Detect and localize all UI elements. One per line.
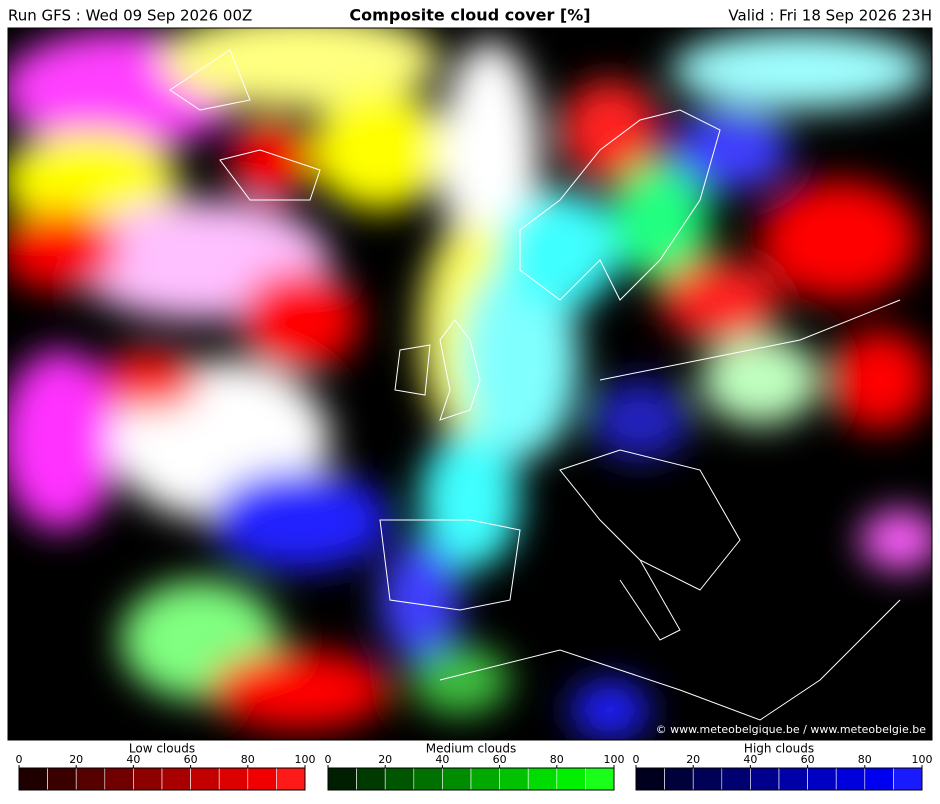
legend-tick-label: 80 (241, 753, 255, 766)
legend-tick-label: 40 (126, 753, 140, 766)
legend-border (635, 767, 923, 791)
legend-swatch (104, 767, 134, 791)
legend-tick-label: 100 (295, 753, 316, 766)
legend-tick-label: 40 (435, 753, 449, 766)
legend-swatch (47, 767, 77, 791)
legend-tick-label: 0 (16, 753, 23, 766)
legend-swatch (190, 767, 220, 791)
legend-swatch (864, 767, 894, 791)
legend-swatch (499, 767, 529, 791)
legend-tick-label: 60 (493, 753, 507, 766)
cloud-field (8, 28, 932, 740)
legend-border (18, 767, 306, 791)
legend-swatch (161, 767, 191, 791)
legend-swatch (247, 767, 277, 791)
legend-swatch (356, 767, 386, 791)
legend-title: Low clouds (129, 742, 195, 756)
legend-tick-label: 100 (912, 753, 933, 766)
legend-swatch (327, 767, 357, 791)
legend-tick-label: 80 (858, 753, 872, 766)
legends: Low clouds 0 20 40 60 80 100 Medium clouds 0 20 40… (16, 742, 933, 791)
legend-swatch (470, 767, 500, 791)
cloud-map: © www.meteobelgique.be / www.meteobelgie… (8, 28, 932, 740)
legend-swatch (664, 767, 694, 791)
legend-tick-label: 0 (325, 753, 332, 766)
legend-tick-label: 80 (550, 753, 564, 766)
map-credit: © www.meteobelgique.be / www.meteobelgie… (656, 723, 927, 736)
legend-swatch (835, 767, 866, 791)
map-frame (7, 27, 933, 741)
legend-tick-label: 20 (378, 753, 392, 766)
valid-label: Valid : Fri 18 Sep 2026 23H (728, 7, 932, 25)
legend-swatch (635, 767, 665, 791)
legend-swatch (276, 767, 306, 791)
legend-swatch (692, 767, 723, 791)
legend-swatch (750, 767, 780, 791)
legend-swatch (721, 767, 751, 791)
run-label: Run GFS : Wed 09 Sep 2026 00Z (8, 7, 252, 25)
legend-swatch (442, 767, 472, 791)
legend-tick-label: 40 (743, 753, 757, 766)
legend-swatch (807, 767, 837, 791)
legend-title: High clouds (744, 742, 814, 756)
legend-swatch (218, 767, 249, 791)
legend-tick-label: 0 (633, 753, 640, 766)
legend-swatch (778, 767, 808, 791)
map-title: Composite cloud cover [%] (349, 6, 590, 25)
legend-swatch (413, 767, 443, 791)
coastlines (169, 49, 901, 721)
legend-tick-label: 100 (604, 753, 625, 766)
legend-tick-label: 60 (801, 753, 815, 766)
legend-tick-label: 60 (184, 753, 198, 766)
legend-tick-label: 20 (686, 753, 700, 766)
legend-swatch (527, 767, 558, 791)
legend-swatch (384, 767, 415, 791)
legend-swatch (585, 767, 615, 791)
legend-title: Medium clouds (426, 742, 517, 756)
legend-border (327, 767, 615, 791)
legend-tick-label: 20 (69, 753, 83, 766)
legend-swatch (18, 767, 48, 791)
legend-swatch (556, 767, 586, 791)
legend-swatch (75, 767, 106, 791)
legend-swatch (893, 767, 923, 791)
legend-swatch (133, 767, 163, 791)
